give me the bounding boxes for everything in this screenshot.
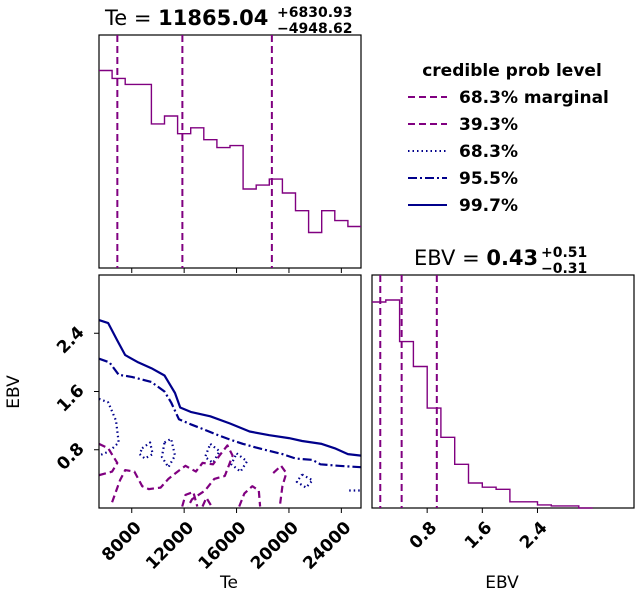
- contour-level-2-curve-3: [204, 443, 221, 464]
- ebv-hist-xlabel: EBV: [485, 573, 519, 591]
- contour-xlabel: Te: [219, 573, 238, 591]
- legend-label-1: 39.3%: [459, 115, 518, 135]
- contour-level-3-curve-2: [272, 464, 288, 507]
- legend: credible prob level 68.3% marginal 39.3% 6…: [408, 61, 609, 216]
- ebv-histogram-panel: 0.8 1.6 2.4: [371, 274, 635, 554]
- ebv-title-value: 0.43: [486, 246, 538, 270]
- te-title-minus: −4948.62: [277, 21, 353, 37]
- contour-ytick-label-2: 2.4: [53, 323, 89, 359]
- contour-level-4-curve-1: [201, 496, 213, 508]
- ebv-title-minus: −0.31: [541, 261, 587, 277]
- contour-xtick-label-1: 12000: [142, 518, 198, 574]
- ebv-title-plus: +0.51: [541, 245, 587, 261]
- ebv-hist-xtick-label-0: 0.8: [406, 518, 441, 553]
- contour-level-3-curve-0: [99, 442, 119, 477]
- contour-level-1-curve-0: [99, 357, 361, 469]
- contour-ylabel: EBV: [4, 375, 24, 409]
- contour-lines: [99, 319, 361, 508]
- contour-level-4-curve-0: [181, 490, 199, 507]
- contour-level-3-curve-3: [238, 485, 262, 507]
- contour-frame: [98, 274, 362, 509]
- te-hist-step: [99, 69, 361, 234]
- legend-label-2: 68.3%: [459, 142, 518, 162]
- ebv-title-var: EBV =: [414, 246, 486, 270]
- te-title-var: Te =: [104, 6, 158, 30]
- contour-level-2-curve-2: [160, 437, 177, 469]
- legend-label-0: 68.3% marginal: [459, 88, 609, 108]
- legend-title: credible prob level: [422, 61, 602, 81]
- ebv-hist-title: EBV = 0.43: [414, 246, 538, 270]
- te-title-value: 11865.04: [158, 6, 268, 30]
- contour-level-2-curve-0: [99, 397, 120, 457]
- contour-xtick-label-4: 24000: [299, 518, 355, 574]
- contour-level-2-curve-5: [295, 473, 314, 489]
- te-histogram-panel: [98, 34, 362, 273]
- legend-label-4: 99.7%: [459, 196, 518, 216]
- contour-level-0-curve-0: [99, 319, 361, 457]
- contour-xtick-label-0: 8000: [98, 518, 146, 566]
- contour-xtick-label-3: 20000: [247, 518, 303, 574]
- contour-ytick-label-1: 1.6: [53, 381, 88, 416]
- contour-level-3-curve-1: [111, 444, 234, 508]
- ebv-hist-xtick-label-1: 1.6: [461, 518, 496, 553]
- ebv-hist-step: [372, 299, 593, 509]
- te-title-plus: +6830.93: [277, 5, 353, 21]
- contour-xtick-label-2: 16000: [195, 518, 251, 574]
- contour-level-2-curve-4: [230, 452, 249, 473]
- contour-level-2-curve-1: [138, 441, 154, 460]
- te-hist-frame: [98, 34, 362, 269]
- contour-ytick-label-0: 0.8: [53, 439, 88, 474]
- ebv-hist-frame: [371, 274, 635, 509]
- legend-label-3: 95.5%: [459, 169, 518, 189]
- ebv-hist-xtick-label-2: 2.4: [516, 518, 552, 554]
- te-hist-title: Te = 11865.04: [104, 6, 268, 30]
